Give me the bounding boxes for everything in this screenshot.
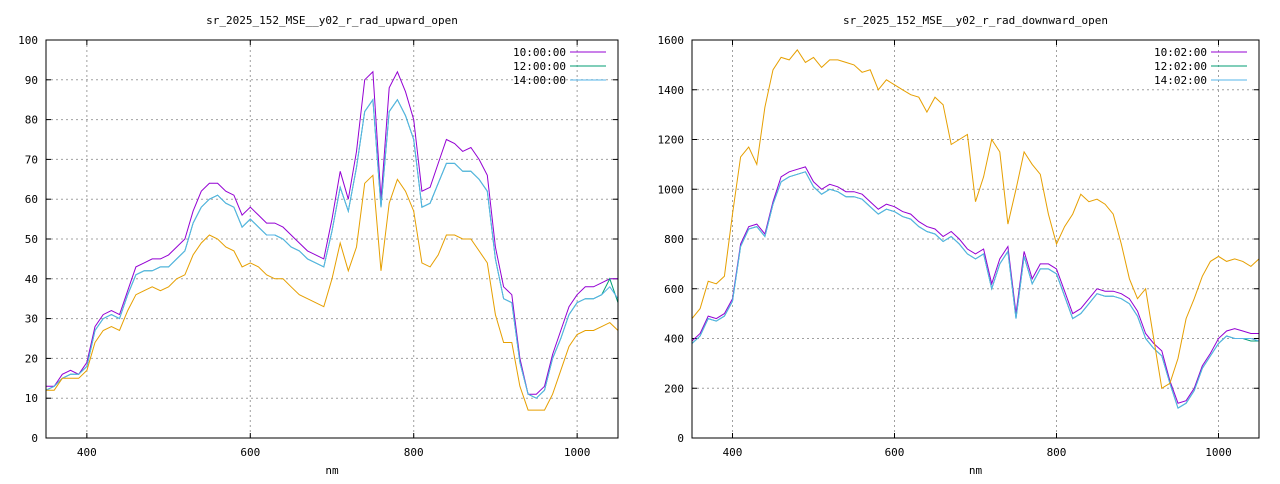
y-tick-label: 0	[31, 432, 38, 445]
x-tick-label: 1000	[1205, 446, 1232, 459]
x-tick-label: 400	[77, 446, 97, 459]
x-tick-label: 600	[885, 446, 905, 459]
y-tick-label: 1400	[658, 84, 685, 97]
plot-frame	[45, 39, 619, 439]
y-tick-label: 1600	[658, 34, 685, 47]
x-tick-label: 400	[723, 446, 743, 459]
y-tick-label: 100	[18, 34, 38, 47]
x-tick-label: 600	[240, 446, 260, 459]
series-line-2	[45, 98, 619, 399]
y-tick-label: 90	[25, 74, 38, 87]
x-tick-label: 800	[1047, 446, 1067, 459]
series-line-1	[691, 171, 1259, 409]
y-tick-label: 1000	[658, 183, 685, 196]
series-line-3	[691, 49, 1260, 390]
y-tick-label: 200	[664, 382, 684, 395]
plot-frame	[691, 39, 1260, 439]
series-line-2	[691, 171, 1260, 409]
x-tick-label: 800	[404, 446, 424, 459]
chart-title: sr_2025_152_MSE__y02_r_rad_upward_open	[206, 14, 458, 27]
y-tick-label: 30	[25, 313, 38, 326]
y-tick-label: 1200	[658, 134, 685, 147]
x-axis-label: nm	[325, 464, 339, 477]
y-tick-label: 70	[25, 153, 38, 166]
x-axis-label: nm	[969, 464, 983, 477]
legend-label: 10:00:00	[513, 46, 566, 59]
y-tick-label: 60	[25, 193, 38, 206]
y-tick-label: 800	[664, 233, 684, 246]
legend-label: 10:02:00	[1154, 46, 1207, 59]
series-line-0	[691, 166, 1259, 404]
y-tick-label: 600	[664, 283, 684, 296]
series-line-1	[45, 98, 619, 399]
series-line-0	[46, 70, 618, 395]
legend-label: 12:02:00	[1154, 60, 1207, 73]
series-line-3	[46, 174, 619, 411]
y-tick-label: 80	[25, 114, 38, 127]
y-tick-label: 50	[25, 233, 38, 246]
y-tick-label: 0	[677, 432, 684, 445]
upward-radiance-chart: 0 10 20 30 40 50 60 70 80 90 100 400 600 800 1000 sr_20…	[18, 14, 619, 477]
legend-label: 14:00:00	[513, 74, 566, 87]
y-tick-label: 40	[25, 273, 38, 286]
legend-label: 12:00:00	[513, 60, 566, 73]
legend-label: 14:02:00	[1154, 74, 1207, 87]
y-tick-label: 400	[664, 333, 684, 346]
y-tick-label: 10	[25, 392, 38, 405]
chart-title: sr_2025_152_MSE__y02_r_rad_downward_open	[843, 14, 1108, 27]
x-tick-label: 1000	[564, 446, 591, 459]
y-tick-label: 20	[25, 352, 38, 365]
downward-radiance-chart: 0 200 400 600 800 1000 1200 1400 1600 400 600 800 10…	[658, 14, 1260, 477]
